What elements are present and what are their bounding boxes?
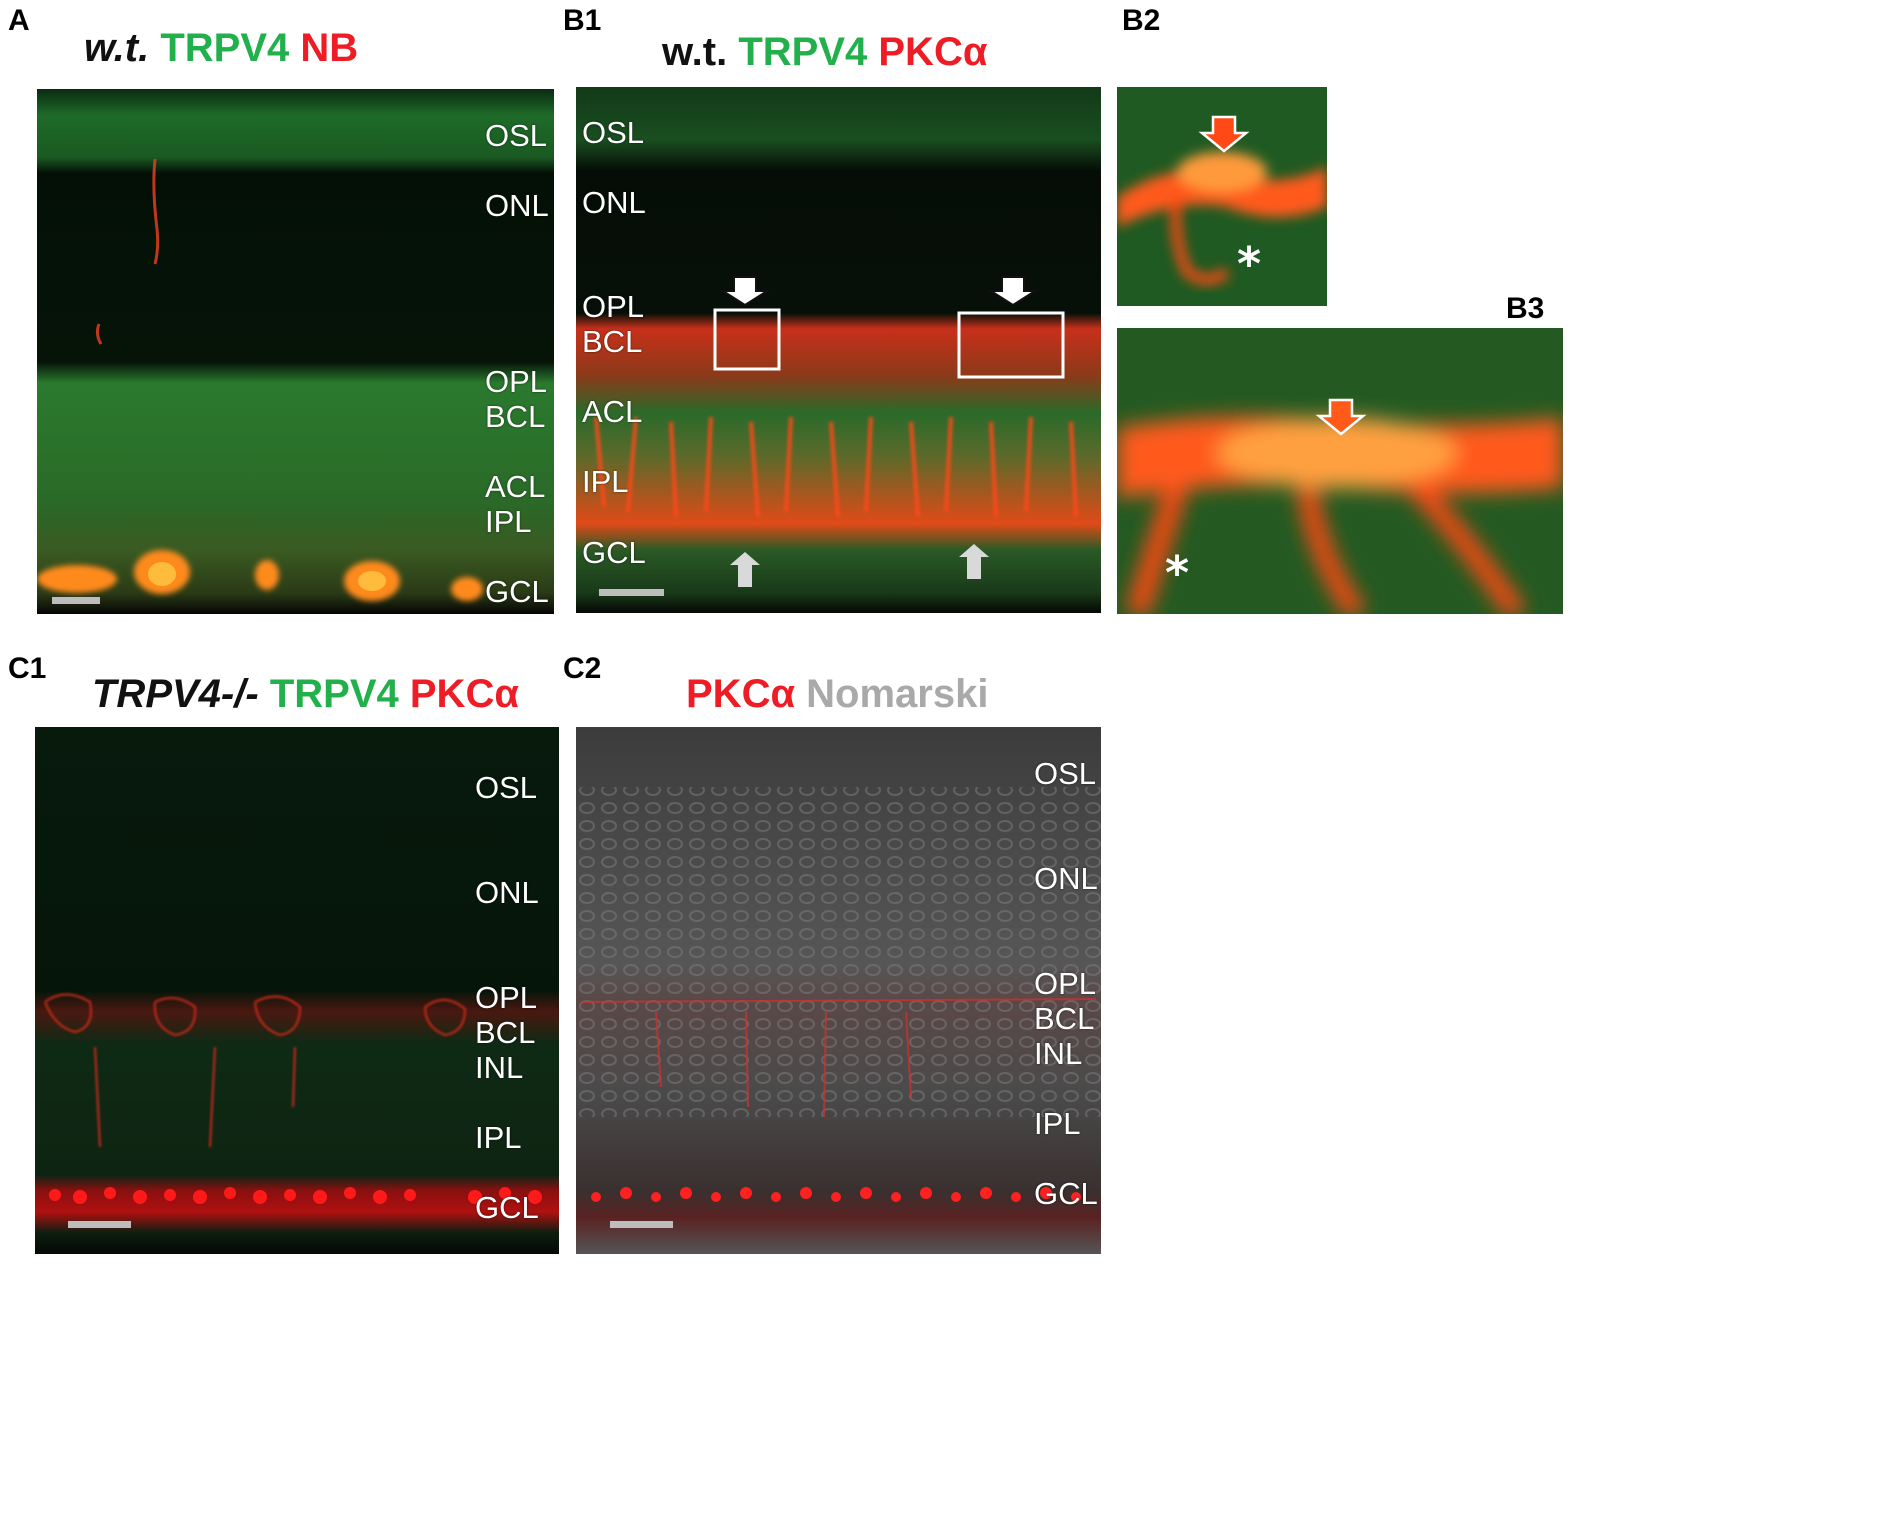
layer-label-acl: ACL <box>485 469 546 504</box>
title-c2-grey: Nomarski <box>806 672 989 716</box>
asterisk-marker: * <box>1165 546 1190 600</box>
layer-label-opl: OPL <box>485 364 548 399</box>
layer-label-opl: OPL <box>475 980 538 1015</box>
scale-bar <box>68 1221 131 1228</box>
micrograph-a: OSL ONL OPL BCL ACL IPL GCL <box>37 89 554 614</box>
layer-label-gcl: GCL <box>1034 1176 1098 1211</box>
micrograph-c2-image <box>576 727 1101 1254</box>
micrograph-c1-image <box>35 727 559 1254</box>
title-a: w.t. TRPV4 NB <box>84 26 358 71</box>
layer-label-osl: OSL <box>582 115 645 150</box>
layer-label-inl: INL <box>1034 1036 1083 1071</box>
title-c1-red: PKCα <box>409 672 519 716</box>
layer-label-ipl: IPL <box>475 1120 522 1155</box>
micrograph-b1-image <box>576 87 1101 613</box>
layer-label-acl: ACL <box>582 394 643 429</box>
title-c1: TRPV4-/- TRPV4 PKCα <box>92 672 519 717</box>
micrograph-c2: OSL ONL OPL BCL INL IPL GCL <box>576 727 1101 1254</box>
layer-label-onl: ONL <box>1034 861 1098 896</box>
layer-label-opl: OPL <box>582 289 645 324</box>
title-c1-genotype: TRPV4-/- <box>92 672 259 716</box>
title-b1-red: PKCα <box>878 30 988 74</box>
micrograph-b3-image <box>1117 328 1563 614</box>
title-a-genotype: w.t. <box>84 26 150 70</box>
title-c1-green: TRPV4 <box>269 672 399 716</box>
panel-label-b3: B3 <box>1506 292 1545 325</box>
layer-label-ipl: IPL <box>1034 1106 1081 1141</box>
layer-label-bcl: BCL <box>1034 1001 1095 1036</box>
layer-label-osl: OSL <box>485 118 548 153</box>
layer-label-inl: INL <box>475 1050 524 1085</box>
layer-label-osl: OSL <box>1034 756 1097 791</box>
panel-label-c2: C2 <box>563 652 602 685</box>
asterisk-marker: * <box>1237 237 1262 291</box>
layer-label-ipl: IPL <box>582 464 629 499</box>
micrograph-b2: * <box>1117 87 1327 306</box>
layer-label-bcl: BCL <box>475 1015 536 1050</box>
layer-label-bcl: BCL <box>485 399 546 434</box>
layer-label-onl: ONL <box>485 188 549 223</box>
title-b1-genotype: w.t. <box>662 30 728 74</box>
panel-label-b1: B1 <box>563 4 602 37</box>
layer-label-onl: ONL <box>475 875 539 910</box>
micrograph-c1: OSL ONL OPL BCL INL IPL GCL <box>35 727 559 1254</box>
layer-label-gcl: GCL <box>582 535 646 570</box>
scale-bar <box>599 589 664 596</box>
title-c2-red: PKCα <box>686 672 796 716</box>
micrograph-b3: * <box>1117 328 1563 614</box>
layer-label-osl: OSL <box>475 770 538 805</box>
panel-label-b2: B2 <box>1122 4 1161 37</box>
layer-label-onl: ONL <box>582 185 646 220</box>
micrograph-b2-image <box>1117 87 1327 306</box>
micrograph-b1: OSL ONL OPL BCL ACL IPL GCL <box>576 87 1101 613</box>
title-a-green: TRPV4 <box>160 26 290 70</box>
title-a-red: NB <box>300 26 359 70</box>
panel-label-c1: C1 <box>8 652 47 685</box>
title-b1: w.t. TRPV4 PKCα <box>662 30 987 75</box>
layer-label-bcl: BCL <box>582 324 643 359</box>
layer-label-ipl: IPL <box>485 504 532 539</box>
scale-bar <box>610 1221 673 1228</box>
panel-label-a: A <box>8 4 30 37</box>
scale-bar <box>52 597 100 604</box>
layer-label-gcl: GCL <box>475 1190 539 1225</box>
micrograph-a-image <box>37 89 554 614</box>
layer-label-gcl: GCL <box>485 574 549 609</box>
title-c2: PKCα Nomarski <box>686 672 988 717</box>
title-b1-green: TRPV4 <box>738 30 868 74</box>
layer-label-opl: OPL <box>1034 966 1097 1001</box>
